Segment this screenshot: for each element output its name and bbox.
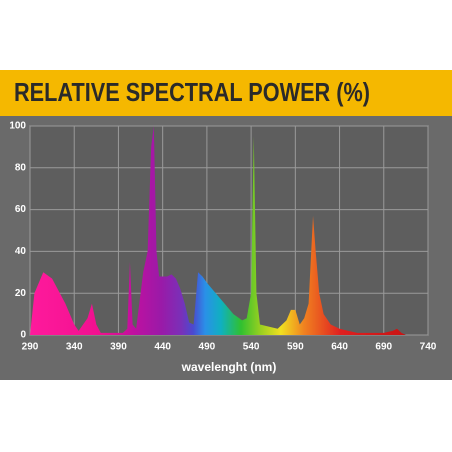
x-tick-label: 690: [375, 342, 392, 353]
y-tick-label: 80: [15, 162, 27, 173]
spectrum-area: [30, 126, 406, 335]
x-tick-label: 540: [243, 342, 260, 353]
x-tick-label: 640: [331, 342, 348, 353]
plot-area: [29, 125, 429, 336]
x-tick-label: 390: [110, 342, 127, 353]
x-tick-label: 340: [66, 342, 83, 353]
x-tick-label: 490: [199, 342, 216, 353]
x-axis-label: wavelenght (nm): [181, 360, 277, 374]
x-tick-label: 590: [287, 342, 304, 353]
x-tick-label: 440: [154, 342, 171, 353]
y-tick-label: 100: [9, 121, 26, 132]
y-tick-label: 0: [20, 330, 26, 341]
y-tick-label: 40: [15, 246, 27, 257]
x-tick-label: 290: [22, 342, 39, 353]
y-tick-label: 60: [15, 204, 27, 215]
y-tick-label: 20: [15, 288, 27, 299]
x-tick-label: 740: [420, 342, 437, 353]
title-banner: [0, 70, 452, 116]
chart-title: RELATIVE SPECTRAL POWER (%): [14, 77, 370, 107]
